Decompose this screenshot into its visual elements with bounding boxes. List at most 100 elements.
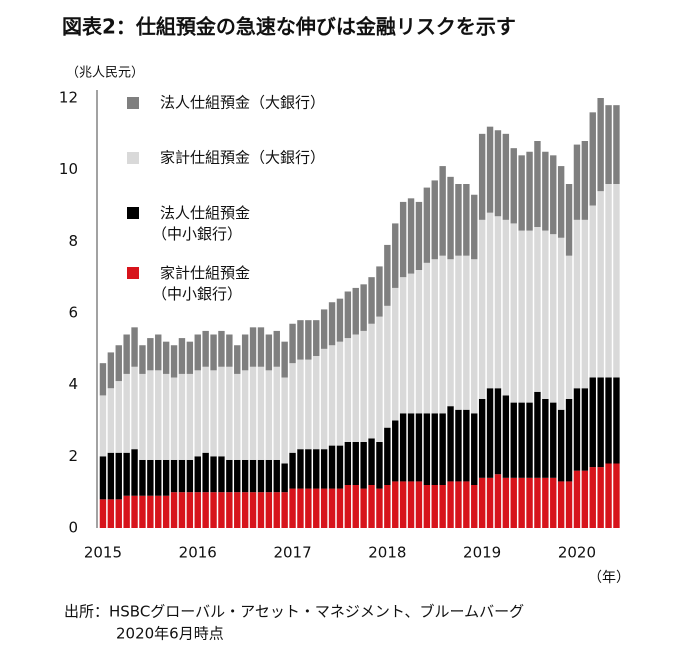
bar-segment — [218, 492, 225, 528]
bar-segment — [297, 359, 304, 450]
bar-segment — [162, 459, 170, 496]
bar-segment — [115, 381, 122, 453]
bar-segment — [502, 133, 510, 220]
bar-segment — [392, 420, 399, 482]
bar-segment — [170, 459, 178, 493]
bar-segment — [139, 495, 146, 528]
bar-segment — [447, 176, 454, 260]
bar-segment — [565, 399, 573, 482]
bar-segment — [107, 352, 115, 389]
bar-segment — [305, 488, 312, 528]
bar-segment — [281, 341, 288, 378]
x-tick-label: 2016 — [179, 544, 217, 562]
bar-segment — [597, 191, 604, 378]
bar-segment — [581, 388, 589, 471]
bar-segment — [384, 427, 391, 485]
bar-segment — [463, 184, 470, 256]
source: 2020年6月時点 — [116, 625, 224, 643]
bar-segment — [431, 413, 438, 485]
bar-segment — [486, 477, 494, 528]
bar-segment — [455, 481, 462, 528]
bar-segment — [328, 488, 336, 528]
bar-segment — [234, 459, 241, 493]
bar-segment — [115, 452, 122, 500]
y-tick-label: 6 — [68, 304, 78, 322]
bar-segment — [534, 391, 541, 478]
bar-segment — [265, 370, 273, 460]
bar-segment — [305, 359, 312, 450]
bar-segment — [107, 499, 115, 528]
bar-segment — [478, 477, 486, 528]
bar-segment — [249, 327, 257, 367]
bar-segment — [186, 459, 194, 493]
bar-segment — [178, 338, 186, 374]
bar-segment — [99, 395, 107, 457]
bar-segment — [597, 377, 604, 468]
bar-segment — [162, 495, 170, 528]
x-tick-label: 2020 — [558, 544, 596, 562]
bar-segment — [415, 201, 423, 270]
bar-segment — [139, 345, 146, 374]
bar-segment — [336, 445, 344, 489]
bar-segment — [423, 262, 431, 414]
bar-segment — [328, 302, 336, 346]
bar-segment — [573, 388, 581, 471]
bar-segment — [613, 377, 620, 464]
bar-segment — [344, 485, 352, 528]
legend-swatch — [127, 207, 139, 219]
bar-segment — [218, 456, 225, 493]
x-tick-label: 2019 — [463, 544, 501, 562]
bar-segment — [360, 284, 367, 331]
bar-segment — [352, 485, 359, 528]
bar-segment — [368, 277, 375, 324]
bar-segment — [178, 459, 186, 493]
bar-segment — [565, 184, 573, 256]
bar-segment — [384, 305, 391, 428]
bar-segment — [257, 366, 265, 460]
bar-segment — [170, 377, 178, 460]
bar-segment — [589, 467, 596, 528]
bar-segment — [297, 488, 304, 528]
bar-segment — [392, 223, 399, 288]
bar-segment — [257, 459, 265, 493]
bar-segment — [155, 459, 162, 496]
bar-segment — [360, 442, 367, 489]
bar-segment — [352, 287, 359, 335]
bar-segment — [170, 492, 178, 528]
bar-segment — [597, 467, 604, 528]
bar-segment — [423, 413, 431, 485]
bar-segment — [605, 463, 612, 528]
bar-segment — [313, 488, 320, 528]
bar-segment — [589, 112, 596, 206]
bar-segment — [352, 442, 359, 485]
bar-segment — [336, 488, 344, 528]
bar-segment — [305, 449, 312, 489]
bar-segment — [162, 373, 170, 460]
bar-segment — [431, 180, 438, 260]
bar-segment — [439, 255, 446, 414]
bar-segment — [407, 273, 415, 414]
bar-segment — [320, 348, 328, 450]
legend-label: 法人仕組預金（大銀行） — [160, 94, 325, 112]
bar-segment — [234, 492, 241, 528]
bar-segment — [502, 395, 510, 478]
bar-segment — [313, 449, 320, 489]
bar-segment — [526, 402, 533, 478]
bar-segment — [534, 141, 541, 227]
bar-segment — [107, 388, 115, 453]
bar-segment — [226, 334, 233, 367]
bar-segment — [423, 187, 431, 263]
legend-swatch — [127, 97, 139, 109]
bar-segment — [565, 255, 573, 399]
bar-segment — [550, 477, 557, 528]
bar-segment — [447, 259, 454, 407]
bar-segment — [589, 377, 596, 468]
bar-segment — [281, 377, 288, 464]
bar-segment — [147, 338, 154, 371]
bar-segment — [218, 366, 225, 457]
x-tick-label: 2018 — [368, 544, 406, 562]
bar-segment — [123, 334, 130, 374]
bar-segment — [613, 105, 620, 184]
bar-segment — [407, 413, 415, 482]
